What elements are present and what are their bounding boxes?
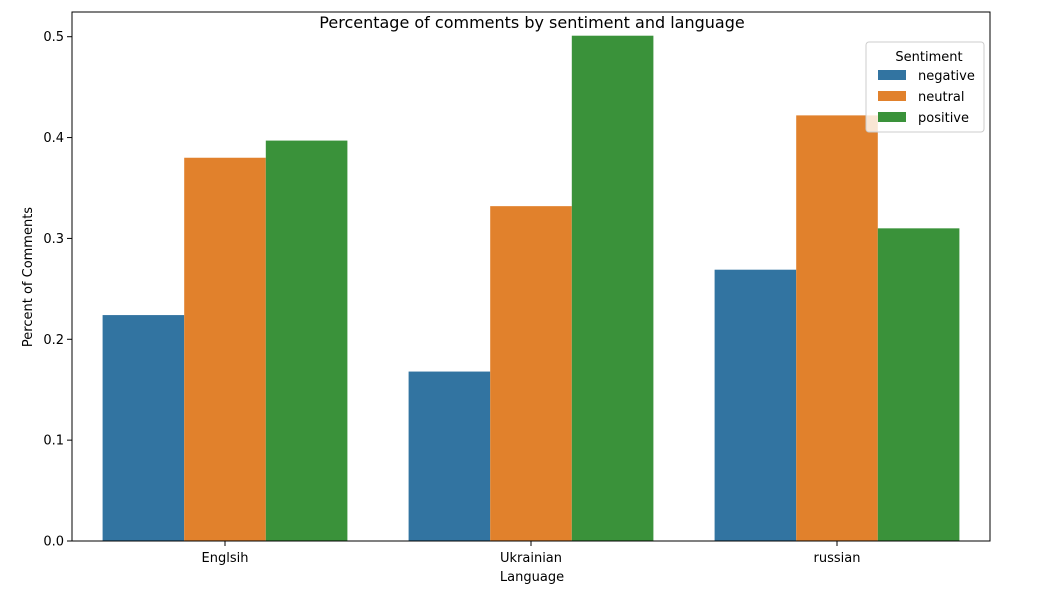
bar-neutral-englsih [184, 157, 266, 541]
bar-negative-ukrainian [408, 371, 491, 541]
bar-positive-englsih [265, 140, 348, 541]
legend-label-negative: negative [918, 69, 975, 84]
x-tick-label: Ukrainian [500, 551, 562, 566]
x-axis-label: Language [500, 570, 564, 585]
plot-frame [71, 11, 991, 542]
legend-swatch-neutral [878, 91, 906, 101]
bar-negative-englsih [102, 315, 185, 541]
bar-positive-ukrainian [571, 35, 654, 541]
chart-title: Percentage of comments by sentiment and … [319, 13, 744, 32]
x-tick-label: russian [814, 551, 861, 566]
y-tick-label: 0.3 [43, 232, 64, 247]
y-tick-label: 0.0 [43, 535, 64, 550]
y-tick-label: 0.5 [43, 30, 64, 45]
legend-swatch-negative [878, 70, 906, 80]
x-axis-ticks: Englsih Ukrainian russian [202, 541, 861, 566]
legend-title: Sentiment [895, 50, 962, 65]
y-tick-label: 0.1 [43, 434, 64, 449]
bar-negative-russian [714, 269, 797, 541]
legend-entries: negative neutral positive [878, 69, 975, 126]
bar-neutral-russian [796, 115, 878, 542]
legend: Sentiment negative neutral positive [865, 41, 985, 133]
legend-label-neutral: neutral [918, 90, 965, 105]
legend-box [865, 41, 985, 133]
legend-swatch-positive [878, 112, 906, 122]
y-tick-label: 0.4 [43, 131, 64, 146]
y-axis-ticks: 0.0 0.1 0.2 0.3 0.4 0.5 [43, 30, 72, 550]
legend-label-positive: positive [918, 111, 969, 126]
y-tick-label: 0.2 [43, 333, 64, 348]
bars-group [102, 35, 960, 542]
bar-neutral-ukrainian [490, 206, 572, 542]
bar-positive-russian [877, 228, 960, 541]
x-tick-label: Englsih [202, 551, 249, 566]
y-axis-label: Percent of Comments [21, 207, 36, 347]
